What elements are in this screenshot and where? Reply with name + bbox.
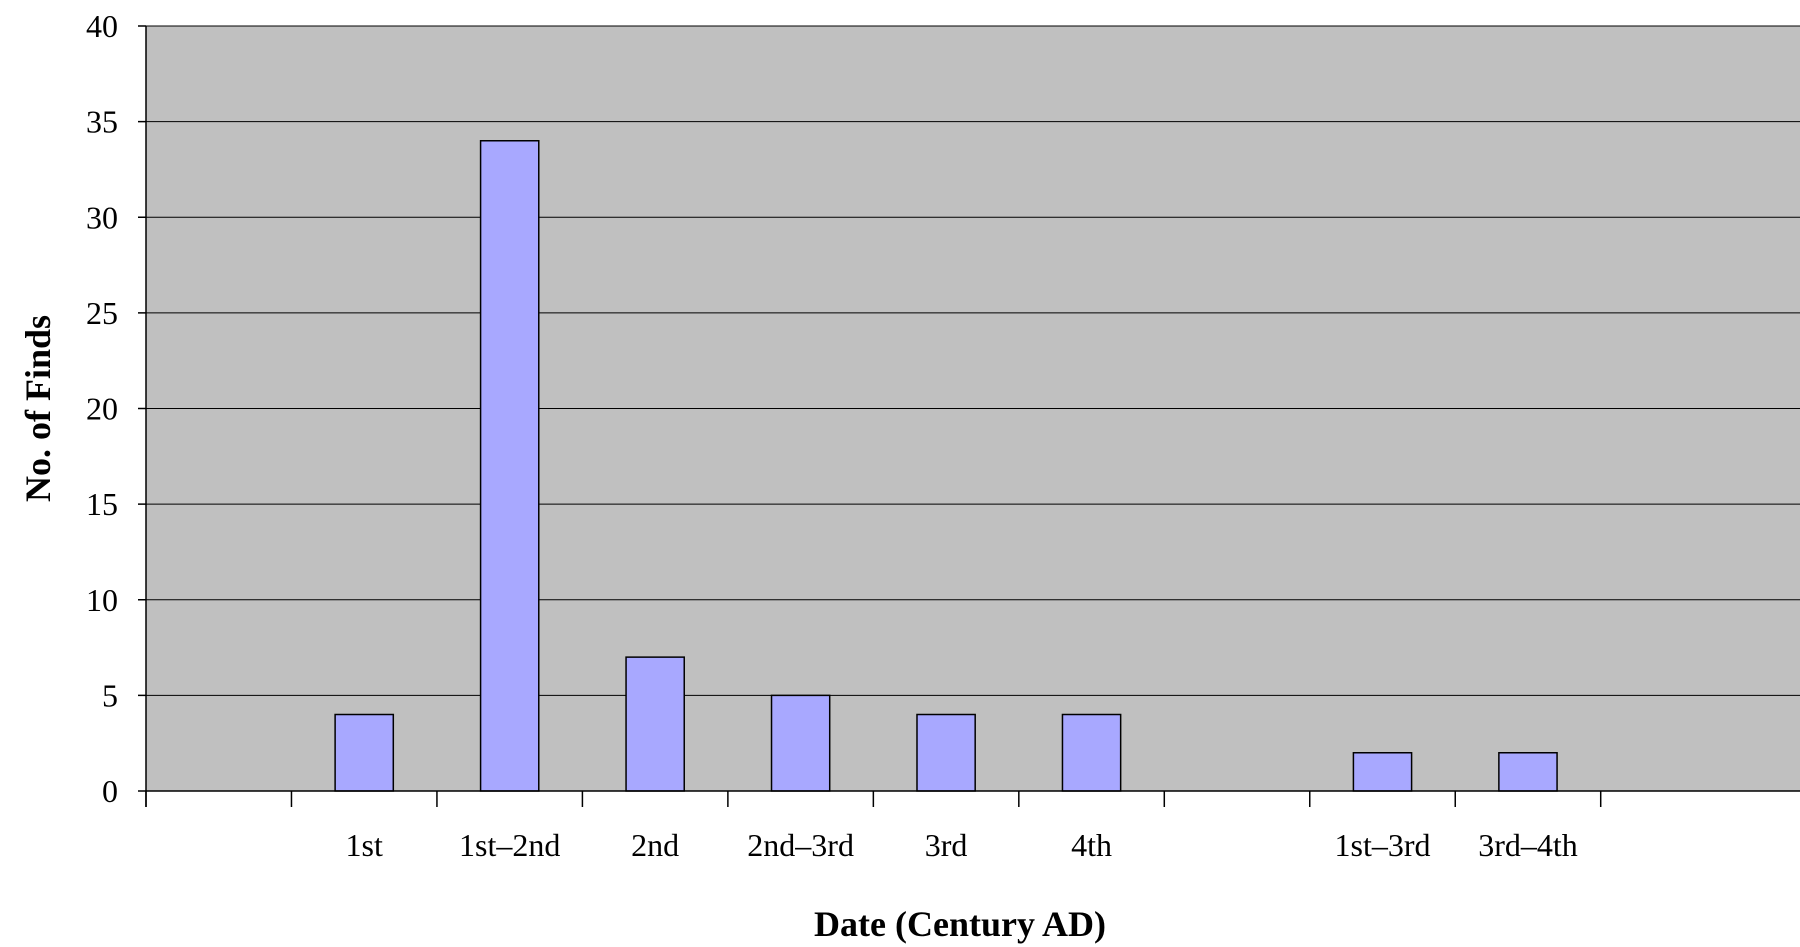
bar [334, 713, 395, 792]
bar [625, 656, 685, 792]
x-axis-ticks: 1st 1st–2nd 2nd 2nd–3rd 3rd 4th 1st–3rd 3rd–4th [145, 791, 1602, 863]
x-axis-title: Date (Century AD) [814, 904, 1106, 944]
x-tick-label: 3rd [925, 827, 968, 863]
y-tick-label: 10 [86, 582, 118, 618]
y-axis-title: No. of Finds [18, 315, 58, 502]
bar [1352, 752, 1413, 792]
x-tick-label: 2nd–3rd [747, 827, 854, 863]
bars [334, 140, 1558, 792]
y-axis-ticks: 0 5 10 15 20 25 30 35 40 [86, 8, 146, 809]
y-tick-label: 25 [86, 295, 118, 331]
gridlines [146, 25, 1800, 696]
y-tick-label: 5 [102, 677, 118, 713]
x-tick-label: 2nd [631, 827, 679, 863]
bar [1061, 713, 1122, 792]
y-tick-label: 20 [86, 391, 118, 427]
x-tick-label: 1st–3rd [1334, 827, 1430, 863]
bar [479, 140, 540, 792]
y-tick-label: 35 [86, 104, 118, 140]
bar [770, 694, 831, 792]
x-tick-label: 3rd–4th [1478, 827, 1578, 863]
bar [916, 713, 976, 792]
x-tick-label: 4th [1071, 827, 1112, 863]
x-tick-label: 1st–2nd [459, 827, 560, 863]
x-tick-label: 1st [346, 827, 383, 863]
y-tick-label: 0 [102, 773, 118, 809]
y-tick-label: 15 [86, 486, 118, 522]
y-tick-label: 40 [86, 8, 118, 44]
y-tick-label: 30 [86, 199, 118, 235]
bar [1498, 752, 1558, 792]
